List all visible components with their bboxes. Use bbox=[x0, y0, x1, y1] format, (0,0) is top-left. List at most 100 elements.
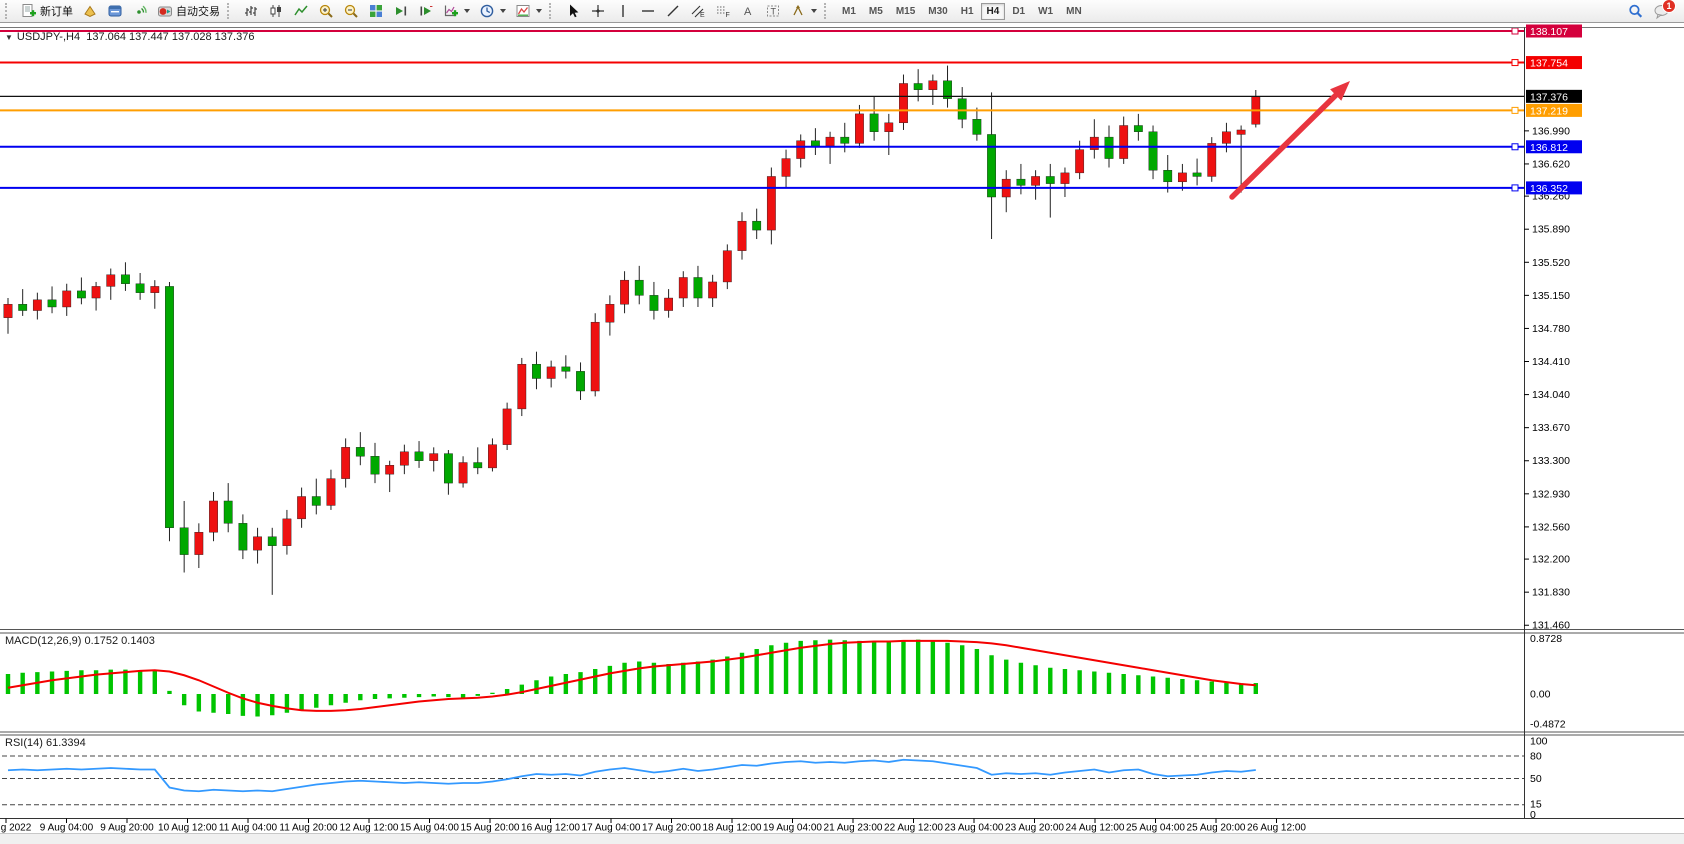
crosshair-tool-button[interactable] bbox=[586, 1, 610, 21]
price-tick-label: 133.670 bbox=[1532, 422, 1570, 434]
timeframe-button-mn[interactable]: MN bbox=[1060, 3, 1088, 20]
equidistant-channel-icon: E bbox=[691, 5, 705, 19]
time-axis[interactable]: 8 Aug 2022 9 Aug 04:00 9 Aug 20:00 10 Aug 1… bbox=[0, 818, 1306, 834]
timeframe-button-m1[interactable]: M1 bbox=[836, 3, 862, 20]
profiles-icon bbox=[84, 5, 96, 18]
new-order-label: 新订单 bbox=[40, 6, 73, 18]
level-price-label: 137.219 bbox=[1530, 105, 1568, 117]
fibonacci-tool-button[interactable]: F bbox=[711, 1, 735, 21]
vertical-line-tool-button[interactable] bbox=[611, 1, 635, 21]
arrows-tool-icon bbox=[793, 5, 803, 16]
time-tick-label: 24 Aug 12:00 bbox=[1066, 823, 1125, 834]
timeframe-button-m15[interactable]: M15 bbox=[890, 3, 921, 20]
text-tool-button[interactable]: A bbox=[736, 1, 760, 21]
price-tick-label: 134.410 bbox=[1532, 356, 1570, 368]
rsi-pane bbox=[2, 755, 1524, 806]
time-tick-label: 15 Aug 20:00 bbox=[461, 823, 520, 834]
time-tick-label: 8 Aug 2022 bbox=[0, 823, 32, 834]
horizontal-line-icon bbox=[642, 10, 654, 12]
toolbar-grip[interactable] bbox=[824, 3, 831, 19]
price-tick-label: 132.200 bbox=[1532, 554, 1570, 566]
svg-text:F: F bbox=[726, 12, 730, 19]
rsi-axis-label: 100 bbox=[1530, 736, 1548, 748]
search-button[interactable] bbox=[1623, 1, 1648, 21]
rsi-axis-label: 0 bbox=[1530, 809, 1536, 821]
rsi-axis-label: 15 bbox=[1530, 799, 1542, 811]
level-price-label: 138.107 bbox=[1530, 26, 1568, 38]
time-tick-label: 23 Aug 20:00 bbox=[1005, 823, 1064, 834]
profiles-button[interactable] bbox=[78, 1, 102, 21]
rsi-axis-label: 80 bbox=[1530, 751, 1542, 763]
timeframe-button-d1[interactable]: D1 bbox=[1006, 3, 1031, 20]
toolbar-grip[interactable] bbox=[549, 3, 556, 19]
trendline-icon bbox=[667, 5, 679, 17]
horizontal-lines-layer[interactable] bbox=[0, 27, 1524, 192]
periods-clock-icon bbox=[480, 4, 494, 18]
hline-anchor bbox=[1511, 106, 1519, 114]
candlestick-chart-icon bbox=[270, 5, 281, 17]
timeframe-button-m30[interactable]: M30 bbox=[922, 3, 953, 20]
time-tick-label: 25 Aug 20:00 bbox=[1187, 823, 1246, 834]
time-tick-label: 21 Aug 23:00 bbox=[824, 823, 883, 834]
time-tick-label: 22 Aug 12:00 bbox=[884, 823, 943, 834]
timeframe-button-h1[interactable]: H1 bbox=[955, 3, 980, 20]
trendline-tool-button[interactable] bbox=[661, 1, 685, 21]
arrows-tool-button[interactable] bbox=[786, 1, 821, 21]
search-icon bbox=[1629, 4, 1643, 18]
horizontal-line-tool-button[interactable] bbox=[636, 1, 660, 21]
svg-text:E: E bbox=[700, 12, 705, 19]
auto-scroll-button[interactable] bbox=[389, 1, 413, 21]
macd-axis-label: -0.4872 bbox=[1530, 719, 1566, 731]
timeframe-button-w1[interactable]: W1 bbox=[1032, 3, 1059, 20]
price-tick-label: 135.150 bbox=[1532, 290, 1570, 302]
auto-trading-button[interactable]: 自动交易 bbox=[153, 1, 224, 21]
periods-button[interactable] bbox=[475, 1, 510, 21]
candles-layer[interactable] bbox=[3, 65, 1261, 595]
rsi-line bbox=[7, 758, 1256, 793]
status-bar bbox=[0, 833, 1684, 844]
bar-chart-button[interactable] bbox=[239, 1, 263, 21]
dropdown-caret-icon bbox=[536, 9, 542, 13]
chart-shift-button[interactable] bbox=[414, 1, 438, 21]
toolbar-grip[interactable] bbox=[5, 3, 12, 19]
zoom-in-button[interactable] bbox=[314, 1, 338, 21]
time-tick-label: 15 Aug 04:00 bbox=[400, 823, 459, 834]
trend-arrow-annotation[interactable] bbox=[1229, 81, 1350, 200]
pane-borders bbox=[0, 27, 1684, 819]
price-tick-label: 134.780 bbox=[1532, 323, 1570, 335]
templates-button[interactable] bbox=[511, 1, 546, 21]
chart-shift-icon bbox=[420, 6, 433, 16]
auto-trading-label: 自动交易 bbox=[176, 6, 220, 18]
indicators-button[interactable] bbox=[439, 1, 474, 21]
price-tick-label: 136.990 bbox=[1532, 125, 1570, 137]
notifications-button[interactable]: 1 bbox=[1649, 0, 1676, 21]
chart-canvas[interactable]: 136.990136.620136.260135.890135.520135.1… bbox=[0, 23, 1684, 833]
price-tick-label: 131.830 bbox=[1532, 587, 1570, 599]
timeframe-button-h4[interactable]: H4 bbox=[980, 2, 1006, 20]
time-tick-label: 11 Aug 04:00 bbox=[219, 823, 278, 834]
signals-button[interactable] bbox=[128, 1, 152, 21]
candlestick-chart-button[interactable] bbox=[264, 1, 288, 21]
time-tick-label: 10 Aug 12:00 bbox=[158, 823, 217, 834]
time-tick-label: 18 Aug 12:00 bbox=[703, 823, 762, 834]
metaeditor-button[interactable] bbox=[103, 1, 127, 21]
indicator-axes[interactable]: 0.8728 0.00 -0.4872 100 80 50 150 bbox=[1530, 633, 1566, 821]
notification-badge: 1 bbox=[1662, 0, 1676, 13]
line-chart-button[interactable] bbox=[289, 1, 313, 21]
toolbar-grip[interactable] bbox=[227, 3, 234, 19]
crosshair-icon bbox=[592, 5, 604, 17]
zoom-out-icon bbox=[344, 4, 358, 18]
zoom-out-button[interactable] bbox=[339, 1, 363, 21]
tile-windows-button[interactable] bbox=[364, 1, 388, 21]
cursor-tool-button[interactable] bbox=[561, 1, 585, 21]
text-label-tool-button[interactable]: T bbox=[761, 1, 785, 21]
timeframe-toolbar: M1 M5 M15 M30 H1 H4 D1 W1 MN bbox=[836, 2, 1088, 20]
new-order-button[interactable]: 新订单 bbox=[17, 1, 77, 21]
time-tick-label: 25 Aug 04:00 bbox=[1126, 823, 1185, 834]
equidistant-channel-tool-button[interactable]: E bbox=[686, 1, 710, 21]
chart-window[interactable]: 136.990 136.620 136.260 135.890 135.520 135.1… bbox=[0, 23, 1684, 833]
time-tick-label: 26 Aug 12:00 bbox=[1247, 823, 1306, 834]
timeframe-button-m5[interactable]: M5 bbox=[863, 3, 889, 20]
price-axis[interactable]: 136.990136.620136.260135.890135.520135.1… bbox=[1524, 24, 1582, 632]
metaeditor-icon bbox=[108, 5, 122, 17]
